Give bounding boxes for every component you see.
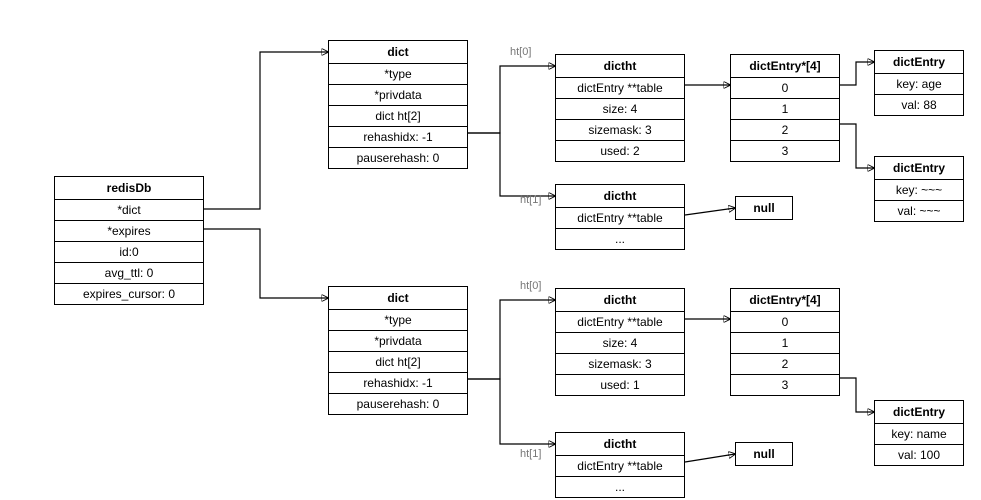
box-null-top: null — [735, 196, 793, 220]
box-dictht-b1: dictht dictEntry **table ... — [555, 432, 685, 498]
box-entry-name: dictEntry key: name val: 100 — [874, 400, 964, 466]
box-row: 1 — [731, 333, 839, 354]
box-row: size: 4 — [556, 333, 684, 354]
diagram-canvas: redisDb *dict *expires id:0 avg_ttl: 0 e… — [0, 0, 981, 500]
box-title: null — [736, 197, 792, 219]
box-title: redisDb — [55, 177, 203, 200]
box-row: ... — [556, 477, 684, 497]
box-title: dictht — [556, 55, 684, 78]
box-dictht-b0: dictht dictEntry **table size: 4 sizemas… — [555, 288, 685, 396]
box-title: dictht — [556, 289, 684, 312]
box-row: pauserehash: 0 — [329, 394, 467, 414]
edge-label-ht1-bottom: ht[1] — [520, 448, 541, 460]
box-row: dictEntry **table — [556, 208, 684, 229]
box-row: used: 1 — [556, 375, 684, 395]
box-entryarr-bottom: dictEntry*[4] 0 1 2 3 — [730, 288, 840, 396]
box-row: size: 4 — [556, 99, 684, 120]
box-row: key: name — [875, 424, 963, 445]
box-row: *type — [329, 64, 467, 85]
box-row: rehashidx: -1 — [329, 127, 467, 148]
box-title: dictht — [556, 185, 684, 208]
box-row: ... — [556, 229, 684, 249]
box-row: 3 — [731, 375, 839, 395]
box-title: dictEntry — [875, 401, 963, 424]
box-row: *dict — [55, 200, 203, 221]
box-row: 1 — [731, 99, 839, 120]
box-row: 0 — [731, 78, 839, 99]
box-row: rehashidx: -1 — [329, 373, 467, 394]
box-row: *privdata — [329, 331, 467, 352]
box-dictht-t0: dictht dictEntry **table size: 4 sizemas… — [555, 54, 685, 162]
box-row: dictEntry **table — [556, 312, 684, 333]
box-title: dictEntry — [875, 51, 963, 74]
box-title: null — [736, 443, 792, 465]
edge-label-ht1-top: ht[1] — [520, 194, 541, 206]
box-row: *privdata — [329, 85, 467, 106]
edge-label-ht0-top: ht[0] — [510, 46, 531, 58]
edge-label-ht0-bottom: ht[0] — [520, 280, 541, 292]
box-title: dictEntry*[4] — [731, 55, 839, 78]
box-dictht-t1: dictht dictEntry **table ... — [555, 184, 685, 250]
box-row: 0 — [731, 312, 839, 333]
box-row: sizemask: 3 — [556, 120, 684, 141]
box-row: *expires — [55, 221, 203, 242]
box-row: val: 100 — [875, 445, 963, 465]
box-row: used: 2 — [556, 141, 684, 161]
box-row: key: ~~~ — [875, 180, 963, 201]
box-row: val: ~~~ — [875, 201, 963, 221]
box-dict-top: dict *type *privdata dict ht[2] rehashid… — [328, 40, 468, 169]
box-row: avg_ttl: 0 — [55, 263, 203, 284]
box-row: sizemask: 3 — [556, 354, 684, 375]
box-row: dictEntry **table — [556, 78, 684, 99]
box-row: pauserehash: 0 — [329, 148, 467, 168]
box-entry-garbled: dictEntry key: ~~~ val: ~~~ — [874, 156, 964, 222]
box-dict-bottom: dict *type *privdata dict ht[2] rehashid… — [328, 286, 468, 415]
box-row: 2 — [731, 120, 839, 141]
box-title: dictEntry — [875, 157, 963, 180]
box-row: expires_cursor: 0 — [55, 284, 203, 304]
box-row: dict ht[2] — [329, 352, 467, 373]
box-title: dictht — [556, 433, 684, 456]
box-title: dict — [329, 287, 467, 310]
box-row: 3 — [731, 141, 839, 161]
box-row: 2 — [731, 354, 839, 375]
box-row: dictEntry **table — [556, 456, 684, 477]
box-row: dict ht[2] — [329, 106, 467, 127]
box-row: id:0 — [55, 242, 203, 263]
box-title: dictEntry*[4] — [731, 289, 839, 312]
box-null-bottom: null — [735, 442, 793, 466]
box-title: dict — [329, 41, 467, 64]
box-redisdb: redisDb *dict *expires id:0 avg_ttl: 0 e… — [54, 176, 204, 305]
box-entry-age: dictEntry key: age val: 88 — [874, 50, 964, 116]
box-row: key: age — [875, 74, 963, 95]
box-row: val: 88 — [875, 95, 963, 115]
box-row: *type — [329, 310, 467, 331]
box-entryarr-top: dictEntry*[4] 0 1 2 3 — [730, 54, 840, 162]
